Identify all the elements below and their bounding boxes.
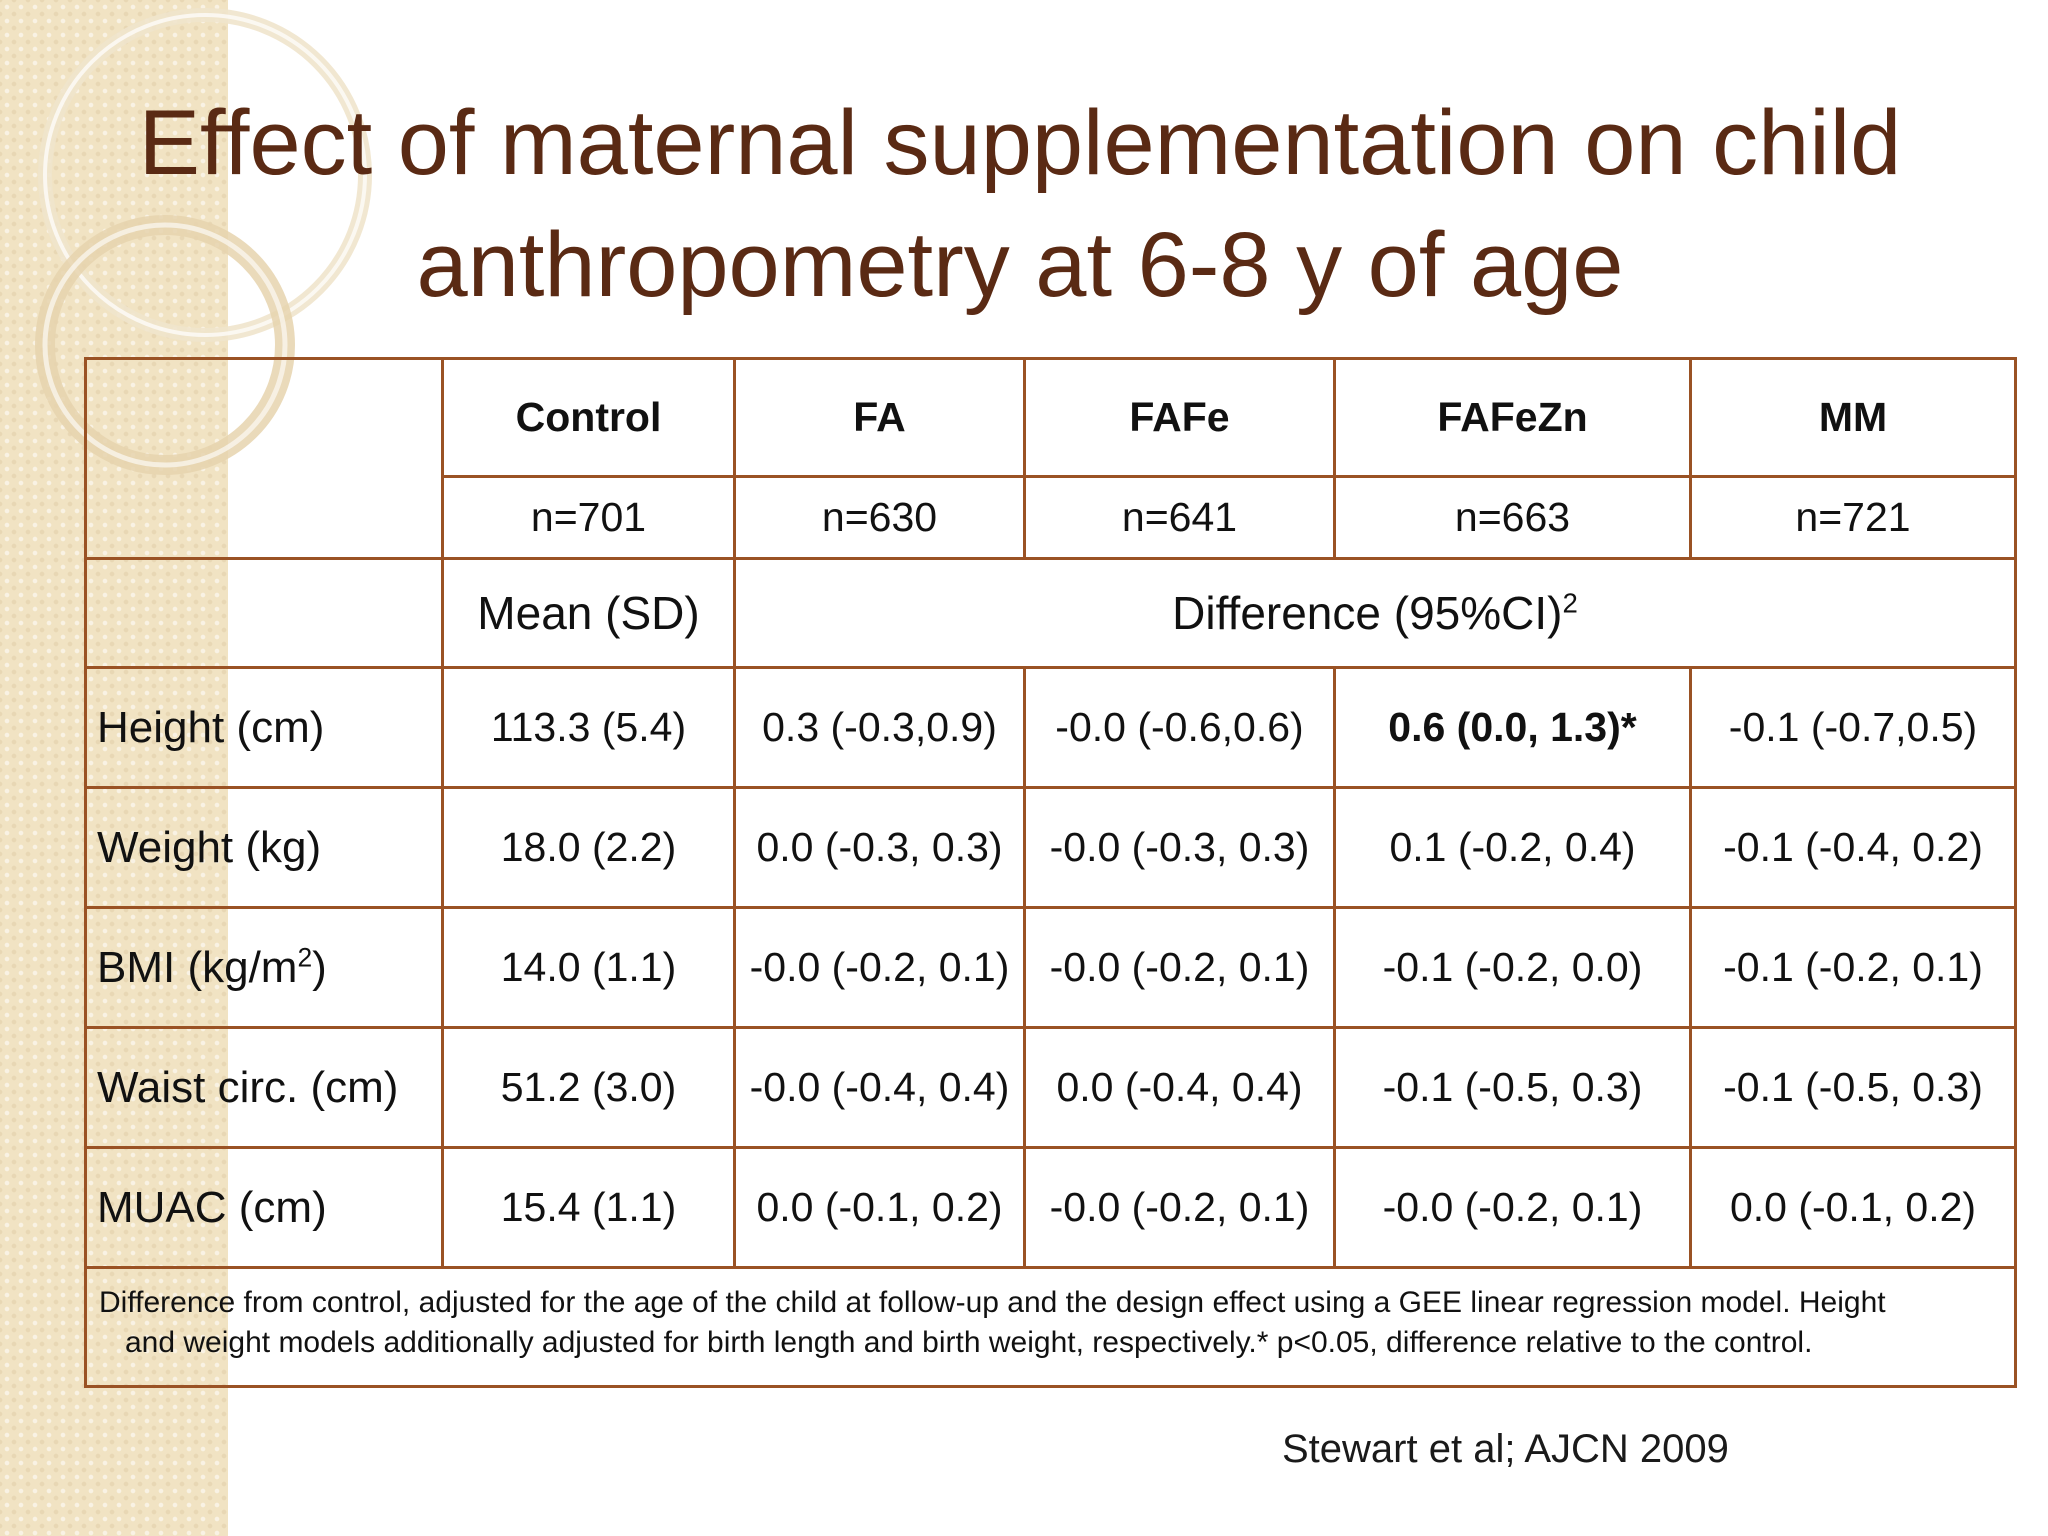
cell-fafe: -0.0 (-0.6,0.6)	[1023, 666, 1336, 789]
cell-fafe: 0.0 (-0.4, 0.4)	[1023, 1026, 1336, 1149]
cell-fafezn: -0.0 (-0.2, 0.1)	[1333, 1146, 1692, 1269]
n-control: n=701	[441, 475, 736, 560]
table-row: Height (cm) 113.3 (5.4) 0.3 (-0.3,0.9) -…	[84, 666, 2017, 789]
row-label-text: Waist circ. (cm)	[97, 1062, 399, 1112]
slide-title: Effect of maternal supplementation on ch…	[80, 82, 1960, 326]
table-row: Weight (kg) 18.0 (2.2) 0.0 (-0.3, 0.3) -…	[84, 786, 2017, 909]
n-fafe: n=641	[1023, 475, 1336, 560]
citation: Stewart et al; AJCN 2009	[1282, 1427, 1729, 1471]
table-row: BMI (kg/m2) 14.0 (1.1) -0.0 (-0.2, 0.1) …	[84, 906, 2017, 1029]
title-line-2: anthropometry at 6-8 y of age	[416, 214, 1624, 316]
n-mm: n=721	[1689, 475, 2017, 560]
n-fafezn: n=663	[1333, 475, 1692, 560]
col-header-control: Control	[441, 357, 736, 478]
row-label-text: Weight (kg)	[97, 822, 322, 872]
difference-footnote-marker: 2	[1562, 587, 1578, 619]
cell-control: 18.0 (2.2)	[441, 786, 736, 909]
mean-sd-label: Mean (SD)	[441, 557, 736, 669]
cell-control: 51.2 (3.0)	[441, 1026, 736, 1149]
table-row: MUAC (cm) 15.4 (1.1) 0.0 (-0.1, 0.2) -0.…	[84, 1146, 2017, 1269]
cell-fafezn: -0.1 (-0.5, 0.3)	[1333, 1026, 1692, 1149]
corner-cell	[84, 357, 444, 560]
cell-fafe: -0.0 (-0.2, 0.1)	[1023, 1146, 1336, 1269]
cell-fafezn: -0.1 (-0.2, 0.0)	[1333, 906, 1692, 1029]
cell-mm: -0.1 (-0.4, 0.2)	[1689, 786, 2017, 909]
cell-fa: 0.3 (-0.3,0.9)	[733, 666, 1026, 789]
row-label: BMI (kg/m2)	[84, 906, 444, 1029]
column-header-row: Control FA FAFe FAFeZn MM	[84, 357, 2017, 560]
row-label-end: )	[312, 942, 327, 992]
footnote-line-2: and weight models additionally adjusted …	[125, 1326, 1813, 1359]
col-header-fa: FA	[733, 357, 1026, 478]
cell-control: 113.3 (5.4)	[441, 666, 736, 789]
row-label: Weight (kg)	[84, 786, 444, 909]
cell-mm: -0.1 (-0.2, 0.1)	[1689, 906, 2017, 1029]
row-label-text: Height (cm)	[97, 702, 325, 752]
cell-control: 14.0 (1.1)	[441, 906, 736, 1029]
cell-fafe: -0.0 (-0.2, 0.1)	[1023, 906, 1336, 1029]
empty-label-cell	[84, 557, 444, 669]
row-label-text: BMI (kg/m	[97, 942, 298, 992]
sample-size-row: n=701 n=630 n=641 n=663 n=721	[86, 475, 2017, 560]
row-label-text: MUAC (cm)	[97, 1182, 327, 1232]
footnote-row: Difference from control, adjusted for th…	[84, 1266, 2017, 1388]
cell-fa: -0.0 (-0.4, 0.4)	[733, 1026, 1026, 1149]
footnote-line-1: Difference from control, adjusted for th…	[99, 1286, 1886, 1319]
footnote: Difference from control, adjusted for th…	[84, 1266, 2017, 1388]
cell-fafezn: 0.1 (-0.2, 0.4)	[1333, 786, 1692, 909]
col-header-mm: MM	[1689, 357, 2017, 478]
col-header-fafezn: FAFeZn	[1333, 357, 1692, 478]
table-row: Waist circ. (cm) 51.2 (3.0) -0.0 (-0.4, …	[84, 1026, 2017, 1149]
cell-mm: 0.0 (-0.1, 0.2)	[1689, 1146, 2017, 1269]
cell-mm: -0.1 (-0.7,0.5)	[1689, 666, 2017, 789]
cell-fafezn-significant: 0.6 (0.0, 1.3)*	[1333, 666, 1692, 789]
cell-fa: -0.0 (-0.2, 0.1)	[733, 906, 1026, 1029]
row-label-sup: 2	[297, 941, 313, 972]
difference-label-text: Difference (95%CI)	[1172, 587, 1563, 639]
results-table: Control FA FAFe FAFeZn MM n=701 n=630 n=…	[84, 357, 2017, 1388]
n-fa: n=630	[733, 475, 1026, 560]
statistic-label-row: Mean (SD) Difference (95%CI)2	[84, 557, 2017, 669]
cell-fafe: -0.0 (-0.3, 0.3)	[1023, 786, 1336, 909]
row-label: Height (cm)	[84, 666, 444, 789]
cell-mm: -0.1 (-0.5, 0.3)	[1689, 1026, 2017, 1149]
row-label: Waist circ. (cm)	[84, 1026, 444, 1149]
cell-fa: 0.0 (-0.3, 0.3)	[733, 786, 1026, 909]
col-header-fafe: FAFe	[1023, 357, 1336, 478]
cell-control: 15.4 (1.1)	[441, 1146, 736, 1269]
row-label: MUAC (cm)	[84, 1146, 444, 1269]
difference-label: Difference (95%CI)2	[733, 557, 2017, 669]
title-line-1: Effect of maternal supplementation on ch…	[138, 92, 1902, 194]
cell-fa: 0.0 (-0.1, 0.2)	[733, 1146, 1026, 1269]
